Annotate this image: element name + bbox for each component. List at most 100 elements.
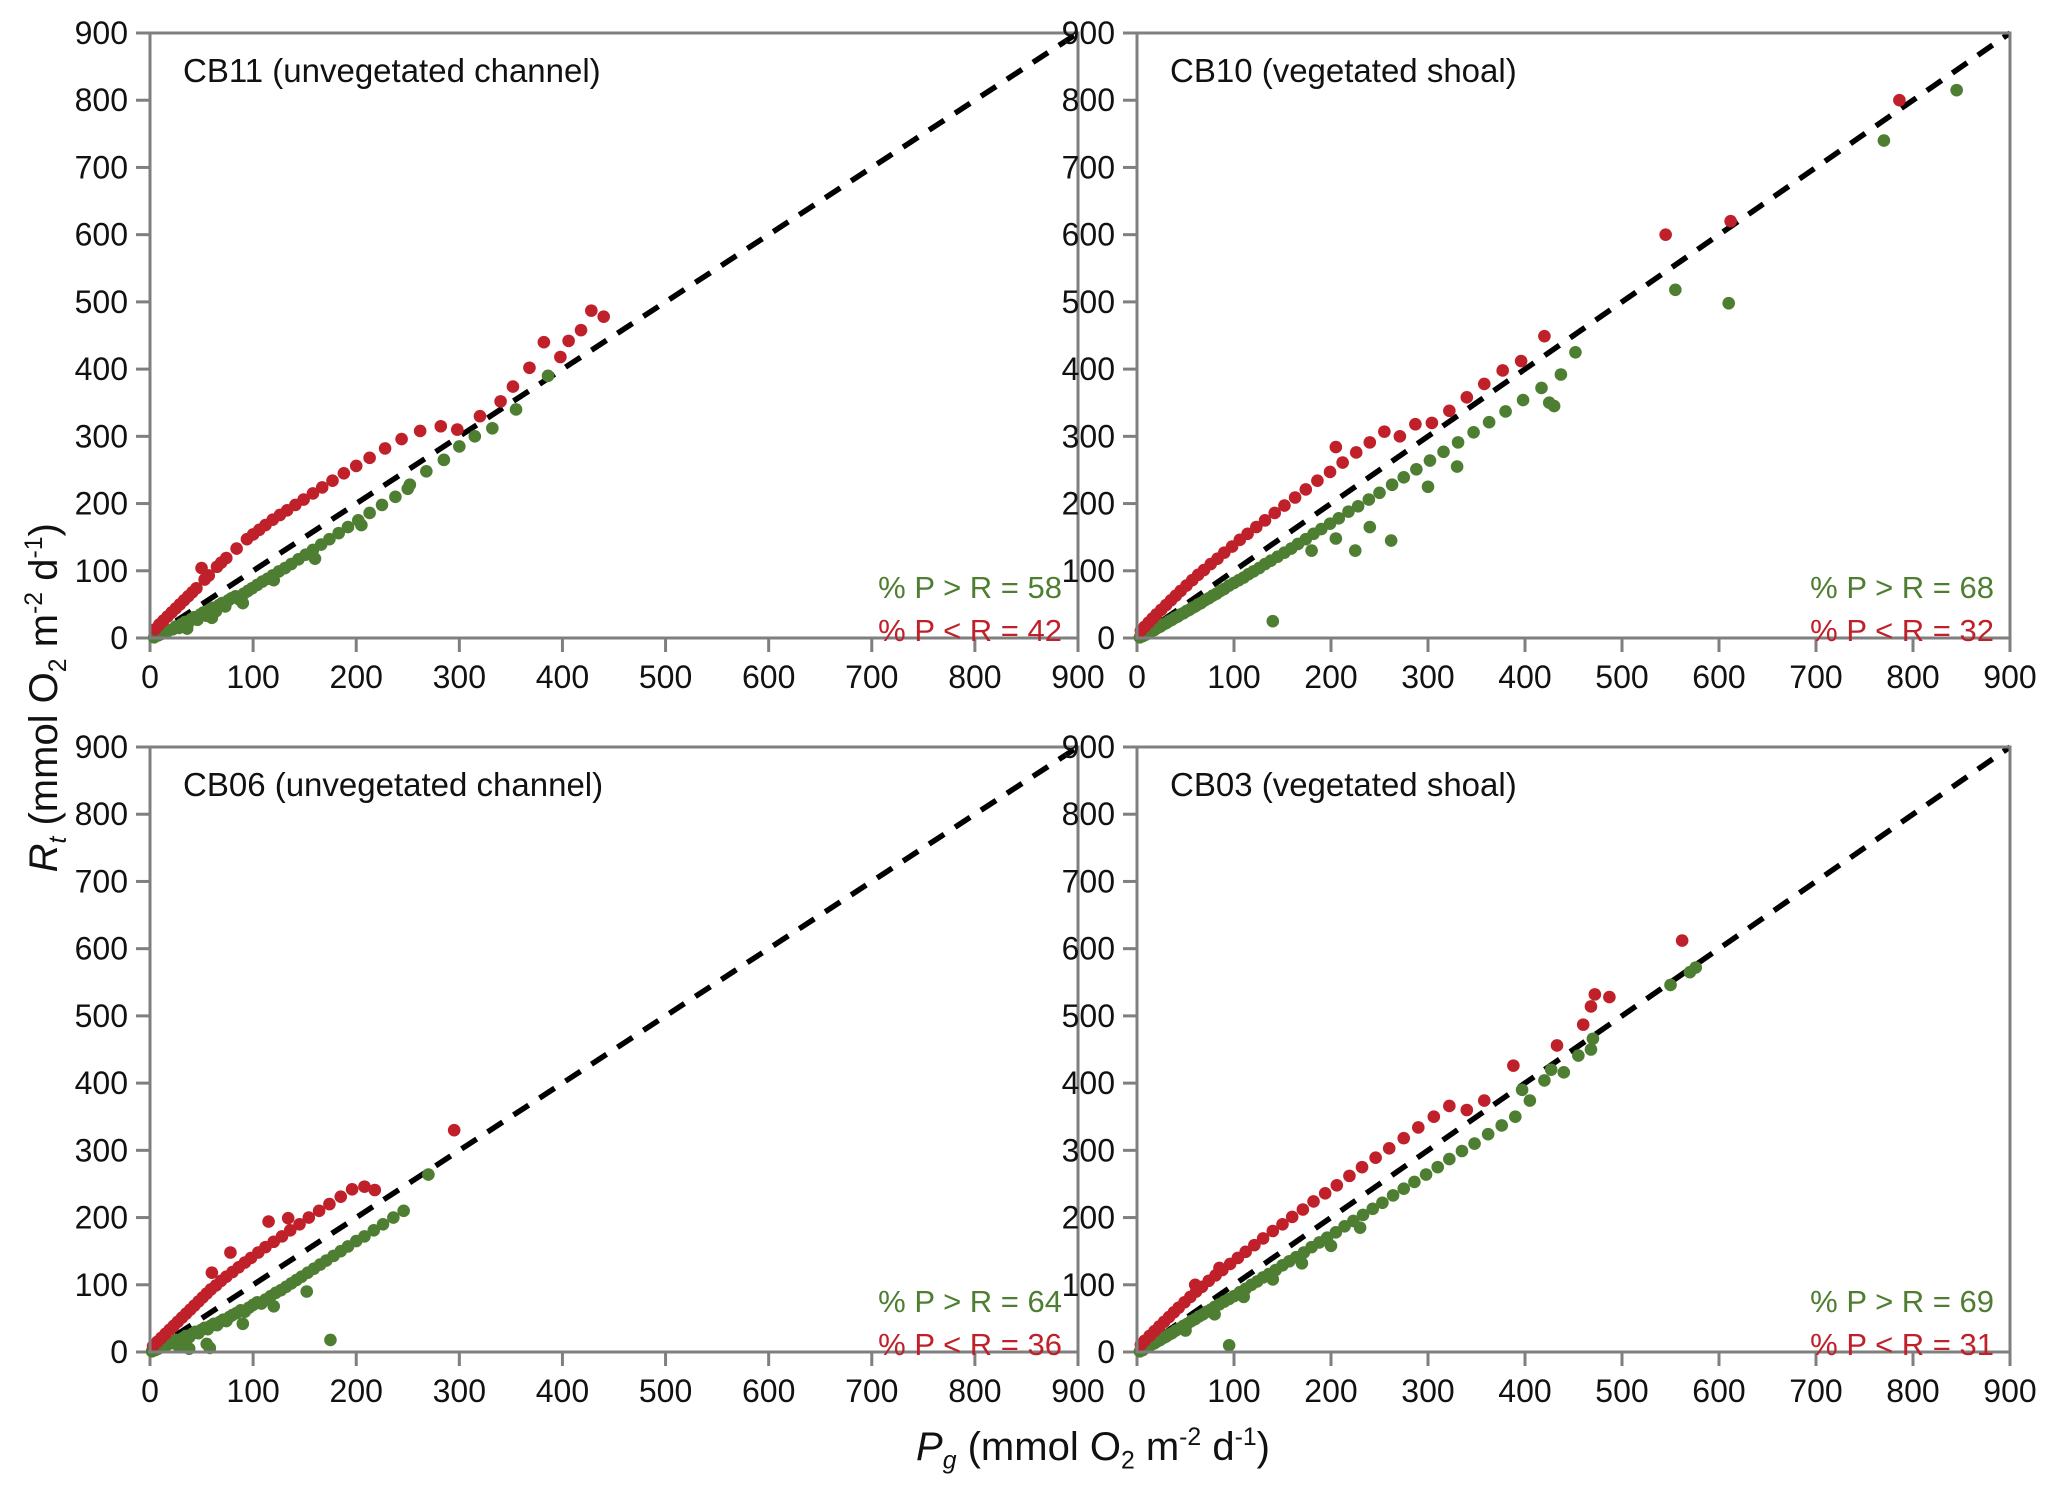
svg-text:500: 500: [639, 1373, 692, 1409]
annotation-p-gt-r-cb06: % P > R = 64: [878, 1284, 1062, 1319]
series-p-greater-than-r: [1133, 83, 1963, 644]
svg-text:700: 700: [1789, 659, 1842, 695]
x-axis-label: Pg (mmol O2 m-2 d-1): [916, 1424, 1270, 1475]
panel-frame: [1135, 31, 2012, 640]
axis-ticks: 0 100 200 300 400 500 600 700 800 900 0 100 200 300 40…: [1062, 15, 2037, 695]
annotation-p-lt-r-cb03: % P < R = 31: [1810, 1327, 1994, 1362]
svg-text:400: 400: [1498, 1373, 1551, 1409]
svg-text:900: 900: [1051, 659, 1104, 695]
series-p-greater-than-r: [145, 1168, 435, 1358]
svg-text:400: 400: [75, 1065, 128, 1101]
svg-text:800: 800: [948, 659, 1001, 695]
svg-text:100: 100: [1207, 1373, 1260, 1409]
annotation-p-gt-r-cb10: % P > R = 68: [1810, 570, 1994, 605]
svg-text:200: 200: [1062, 1200, 1115, 1236]
svg-text:800: 800: [1886, 659, 1939, 695]
svg-text:300: 300: [433, 659, 486, 695]
series-p-greater-than-r: [147, 369, 555, 644]
annotation-p-lt-r-cb10: % P < R = 32: [1810, 613, 1994, 648]
svg-text:600: 600: [1062, 931, 1115, 967]
svg-text:800: 800: [75, 82, 128, 118]
annotation-p-gt-r-cb03: % P > R = 69: [1810, 1284, 1994, 1319]
svg-text:200: 200: [1304, 1373, 1357, 1409]
svg-text:900: 900: [1983, 659, 2036, 695]
svg-text:200: 200: [75, 1200, 128, 1236]
svg-text:300: 300: [1062, 418, 1115, 454]
svg-text:0: 0: [110, 1334, 128, 1370]
svg-text:600: 600: [742, 1373, 795, 1409]
svg-text:0: 0: [1128, 1373, 1146, 1409]
panel-cb10: 0 100 200 300 400 500 600 700 800 900 0 100 200 300 40…: [1062, 15, 2037, 695]
svg-text:300: 300: [433, 1373, 486, 1409]
svg-text:800: 800: [1062, 796, 1115, 832]
svg-text:900: 900: [75, 729, 128, 765]
series-p-less-than-r: [1134, 934, 1689, 1351]
panel-cb11: 0 100 200 300 400 500 600 700 800 900 0 100 200 300 40…: [75, 15, 1105, 695]
svg-text:500: 500: [75, 998, 128, 1034]
svg-text:200: 200: [330, 659, 383, 695]
svg-text:0: 0: [1097, 1334, 1115, 1370]
axis-ticks: 0 100 200 300 400 500 600 700 800 900 0 100 200 300 40…: [1062, 729, 2037, 1409]
svg-text:300: 300: [75, 418, 128, 454]
panel-title-cb10: CB10 (vegetated shoal): [1170, 52, 1517, 89]
svg-text:0: 0: [141, 659, 159, 695]
panel-frame: [148, 745, 1080, 1354]
svg-text:300: 300: [75, 1132, 128, 1168]
svg-text:100: 100: [226, 659, 279, 695]
series-p-less-than-r: [148, 304, 610, 636]
svg-text:300: 300: [1401, 1373, 1454, 1409]
svg-text:700: 700: [1789, 1373, 1842, 1409]
svg-text:500: 500: [1062, 284, 1115, 320]
series-p-less-than-r: [1134, 93, 1906, 637]
svg-text:700: 700: [1062, 863, 1115, 899]
svg-text:100: 100: [226, 1373, 279, 1409]
svg-text:100: 100: [1207, 659, 1260, 695]
svg-text:400: 400: [1062, 1065, 1115, 1101]
annotation-p-gt-r-cb11: % P > R = 58: [878, 570, 1062, 605]
svg-text:600: 600: [75, 931, 128, 967]
svg-text:900: 900: [1983, 1373, 2036, 1409]
svg-text:200: 200: [75, 486, 128, 522]
one-to-one-line: [1135, 744, 2012, 1355]
annotation-p-lt-r-cb06: % P < R = 36: [878, 1327, 1062, 1362]
svg-text:800: 800: [1062, 82, 1115, 118]
one-to-one-line: [148, 30, 1080, 641]
svg-text:900: 900: [75, 15, 128, 51]
svg-text:0: 0: [141, 1373, 159, 1409]
panel-frame: [1135, 745, 2012, 1354]
series-p-greater-than-r: [1133, 961, 1703, 1358]
svg-text:200: 200: [1304, 659, 1357, 695]
svg-text:900: 900: [1062, 15, 1115, 51]
svg-text:700: 700: [75, 863, 128, 899]
svg-text:800: 800: [948, 1373, 1001, 1409]
svg-text:500: 500: [75, 284, 128, 320]
svg-text:600: 600: [1692, 659, 1745, 695]
svg-text:700: 700: [1062, 149, 1115, 185]
svg-text:400: 400: [536, 659, 589, 695]
svg-text:700: 700: [845, 659, 898, 695]
svg-text:200: 200: [330, 1373, 383, 1409]
svg-text:300: 300: [1062, 1132, 1115, 1168]
axis-ticks: 0 100 200 300 400 500 600 700 800 900 0 100 200 300 40…: [75, 729, 1105, 1409]
svg-text:900: 900: [1051, 1373, 1104, 1409]
series-p-less-than-r: [146, 1123, 461, 1353]
svg-text:600: 600: [1062, 217, 1115, 253]
svg-text:0: 0: [1097, 620, 1115, 656]
panel-title-cb11: CB11 (unvegetated channel): [183, 52, 601, 89]
panel-title-cb03: CB03 (vegetated shoal): [1170, 766, 1517, 803]
svg-text:600: 600: [1692, 1373, 1745, 1409]
svg-text:600: 600: [742, 659, 795, 695]
panel-frame: [148, 31, 1080, 640]
svg-text:500: 500: [1595, 659, 1648, 695]
svg-text:400: 400: [536, 1373, 589, 1409]
svg-text:400: 400: [75, 351, 128, 387]
svg-text:400: 400: [1062, 351, 1115, 387]
svg-text:500: 500: [639, 659, 692, 695]
one-to-one-line: [1135, 30, 2012, 641]
one-to-one-line: [148, 744, 1080, 1355]
svg-text:0: 0: [110, 620, 128, 656]
svg-text:300: 300: [1401, 659, 1454, 695]
panel-cb06: 0 100 200 300 400 500 600 700 800 900 0 100 200 300 40…: [75, 729, 1105, 1409]
y-axis-label: Rt (mmol O2 m-2 d-1): [21, 523, 72, 873]
